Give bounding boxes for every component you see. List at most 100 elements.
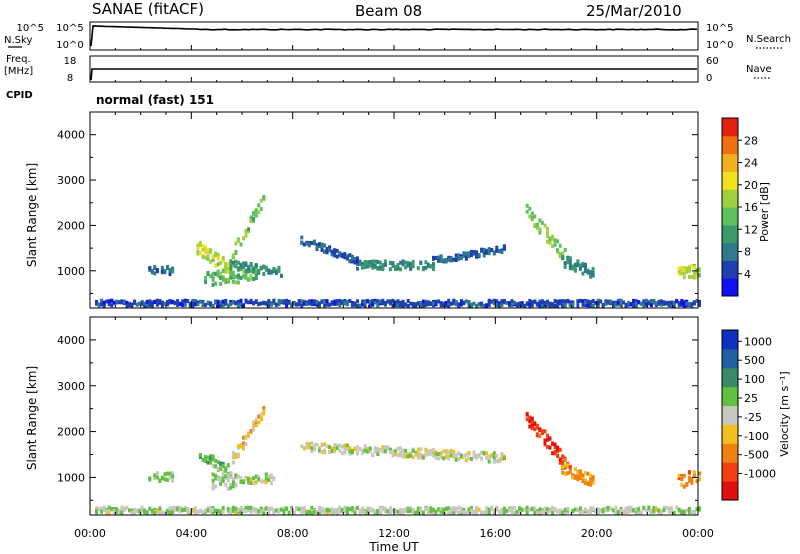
heatmap-cell [302,506,306,511]
heatmap-cell [396,303,400,308]
heatmap-cell [234,259,238,264]
heatmap-cell [685,266,689,271]
heatmap-cell [231,484,235,489]
heatmap-cell [690,302,694,307]
heatmap-cell [307,445,311,450]
heatmap-cell [490,453,494,458]
colorbar-tick-label: -1000 [744,468,776,481]
heatmap-cell [254,480,258,485]
heatmap-cell [388,260,392,265]
heatmap-cell [475,254,479,259]
heatmap-cell [535,302,539,307]
heatmap-cell [277,298,281,303]
heatmap-cell [614,302,618,307]
heatmap-cell [409,261,413,266]
heatmap-cell [652,509,656,514]
heatmap-cell [320,299,324,304]
heatmap-cell [138,301,142,306]
heatmap-cell [264,506,268,511]
colorbar-segment [722,462,738,482]
heatmap-cell [589,303,593,308]
heatmap-cell [353,446,357,451]
heatmap-cell [242,274,245,279]
heatmap-cell [561,303,565,308]
heatmap-cell [642,505,646,510]
heatmap-cell [487,247,491,252]
heatmap-cell [168,471,172,476]
heatmap-cell [399,303,403,308]
heatmap-cell [566,506,570,511]
heatmap-cell [262,406,266,410]
heatmap-cell [254,273,258,278]
heatmap-cell [376,452,380,457]
heatmap-cell [442,302,446,307]
heatmap-cell [497,249,501,254]
heatmap-cell [221,506,225,510]
heatmap-cell [166,471,169,476]
heatmap-cell [226,269,230,274]
heatmap-cell [571,300,575,305]
heatmap-cell [490,299,494,304]
heatmap-cell [191,508,195,513]
heatmap-cell [642,303,646,308]
heatmap-cell [482,303,486,308]
heatmap-cell [325,250,329,255]
heatmap-cell [371,259,375,264]
heatmap-cell [110,303,114,308]
heatmap-cell [211,258,215,262]
heatmap-cell [358,508,362,513]
heatmap-cell [447,257,451,262]
heatmap-cell [680,482,684,487]
heatmap-cell [687,475,691,480]
heatmap-cell [211,486,215,491]
heatmap-cell [267,474,271,479]
heatmap-cell [115,509,119,514]
heatmap-cell [315,510,319,514]
heatmap-cell [383,445,387,450]
heatmap-cell [416,447,420,452]
heatmap-cell [513,511,517,515]
x-tick-label: 00:00 [74,527,106,540]
heatmap-cell [589,274,593,279]
heatmap-cell [211,464,215,469]
heatmap-cell [528,206,532,211]
heatmap-cell [196,302,200,307]
heatmap-cell [543,429,547,434]
heatmap-cell [350,449,354,453]
heatmap-cell [325,444,329,449]
heatmap-cell [434,509,438,514]
heatmap-cell [578,476,582,481]
heatmap-cell [543,509,547,514]
heatmap-cell [315,243,319,248]
heatmap-cell [396,299,400,304]
heatmap-cell [586,303,590,308]
heatmap-cell [449,301,453,306]
heatmap-cell [216,262,220,267]
heatmap-cell [181,507,185,512]
heatmap-cell [356,304,359,308]
heatmap-cell [259,415,263,420]
heatmap-cell [244,268,248,273]
heatmap-cell [637,507,641,512]
heatmap-cell [546,239,549,244]
heatmap-cell [168,300,172,305]
heatmap-cell [219,508,223,513]
heatmap-cell [160,301,164,305]
heatmap-cell [229,259,233,264]
heatmap-cell [553,451,557,456]
heatmap-cell [292,510,296,515]
heatmap-cell [647,507,651,512]
heatmap-cell [252,481,256,485]
heatmap-cell [535,433,539,438]
heatmap-cell [236,452,240,457]
heatmap-cell [644,508,648,513]
heatmap-cell [573,507,577,512]
heatmap-cell [150,268,154,273]
colorbar-segment [722,348,738,369]
heatmap-cell [665,301,669,306]
heatmap-cell [462,508,466,513]
heatmap-cell [214,458,218,463]
heatmap-cell [657,508,661,513]
heatmap-cell [556,454,560,458]
heatmap-cell [404,265,408,270]
